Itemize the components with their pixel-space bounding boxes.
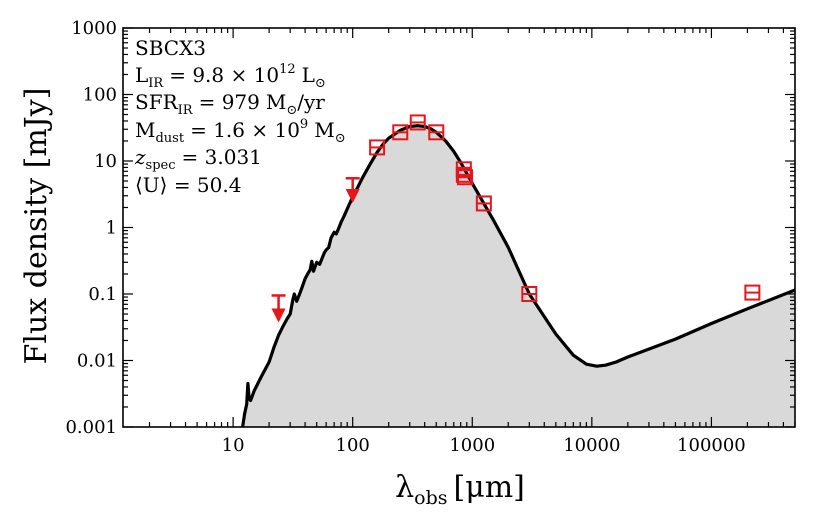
y-axis-title: Flux density [mJy] [19,88,54,365]
annotation-mdust: Mdust = 1.6 × 109 M⊙ [135,117,346,146]
y-tick-label: 10 [94,151,117,172]
x-tick-label: 100000 [677,435,746,456]
photometry-point [521,286,538,302]
photometry-point [475,195,492,212]
annotation-sfr: SFRIR = 979 M⊙/yr [135,90,325,118]
y-tick-label: 100 [83,85,117,106]
x-tick-label: 10000 [563,435,620,456]
y-tick-label: 1000 [71,18,117,39]
axis-ticks: 10 100 1000 10000 100000 0.001 0.01 0.1 1 10 100 10… [65,18,796,456]
upper-limit-arrow [271,294,286,323]
photometry-point [455,166,472,183]
photometry-point [409,114,426,131]
photometry-point [392,124,409,141]
y-tick-label: 0.01 [77,351,117,372]
photometry-point [457,169,474,186]
x-tick-label: 1000 [449,435,495,456]
y-tick-label: 0.1 [88,284,117,305]
sed-fill-area [242,125,795,427]
x-tick-label: 100 [336,435,370,456]
x-axis-title: λobs [μm] [395,470,525,509]
upper-limit-arrow [345,177,360,204]
x-tick-label: 10 [222,435,245,456]
annotation-z: zspec = 3.031 [134,145,262,173]
photometry-point [744,284,761,301]
photometry-point [428,124,445,141]
annotation-u: ⟨U⟩ = 50.4 [135,173,241,197]
y-tick-label: 0.001 [65,417,117,438]
annotation-block: SBCX3 LIR = 9.8 × 1012 L⊙ SFRIR = 979 M⊙/yr … [134,36,346,197]
annotation-lir: LIR = 9.8 × 1012 L⊙ [135,62,326,91]
annotation-source-name: SBCX3 [135,36,206,60]
photometry-point [369,139,386,156]
plot-area [122,27,796,428]
y-tick-label: 1 [106,218,117,239]
